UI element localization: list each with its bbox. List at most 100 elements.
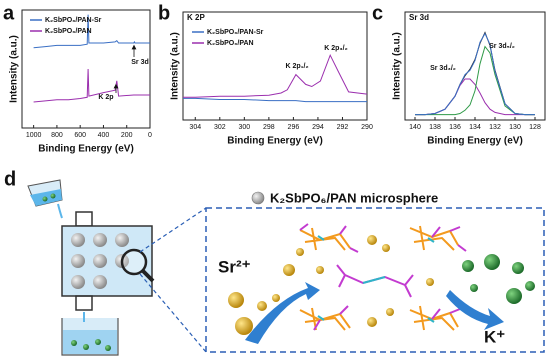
magnifier (120, 207, 207, 353)
annotation: Sr 3d (131, 59, 149, 66)
column-part-part (71, 254, 85, 268)
pouring-beaker (27, 179, 63, 219)
x-tick-label: 138 (429, 124, 441, 131)
annotation: Sr 3d₃/₂ (430, 65, 456, 72)
k-ions-part (484, 254, 500, 270)
column-part-part (71, 275, 85, 289)
sr-ions-part (367, 235, 377, 245)
crystal-structure-part (336, 264, 414, 298)
collecting-beaker-part (83, 344, 89, 350)
k-ions (462, 254, 535, 304)
column-part-part (71, 233, 85, 247)
k-ions-part (512, 262, 524, 274)
collecting-beaker-part (95, 339, 101, 345)
k-label: K⁺ (484, 327, 505, 346)
sr-ions-part (382, 244, 390, 252)
x-tick-label: 290 (361, 124, 373, 131)
legend-label: K₂SbPO₆/PAN-Sr (207, 29, 264, 36)
panel-letter: d (4, 168, 16, 190)
plot-frame (21, 9, 151, 129)
sr-ions-part (235, 317, 253, 335)
magnifier-part (139, 273, 207, 353)
crystal-structure-part (313, 305, 349, 331)
panel-letter: a (3, 2, 15, 24)
series-line (415, 78, 535, 116)
microsphere-icon (251, 191, 265, 205)
crystal-structure-part (362, 276, 386, 284)
crystal-structure-part (431, 226, 467, 252)
collecting-beaker-part (71, 340, 77, 346)
sr-ions-part (386, 308, 394, 316)
crystal-structure (299, 223, 467, 331)
sr-ions-part (257, 301, 267, 311)
diagram: d K₂SbPO₆/PAN microsphere (4, 168, 545, 356)
crystal-structure-part (317, 235, 435, 323)
crystal-structure-part (299, 227, 351, 251)
panel-letter: b (158, 2, 170, 24)
legend-label: K₂SbPO₆/PAN (207, 40, 254, 47)
annotation: Sr 3d₅/₂ (489, 43, 515, 50)
column-part (75, 211, 93, 227)
x-tick-label: 400 (98, 132, 110, 139)
series-line (183, 53, 368, 98)
annotation: K 2p₃/₂ (324, 45, 347, 52)
x-tick-label: 292 (337, 124, 349, 131)
x-tick-label: 132 (489, 124, 501, 131)
series-line (415, 45, 535, 116)
x-tick-label: 302 (214, 124, 226, 131)
x-tick-label: 130 (509, 124, 521, 131)
legend-label: K₂SbPO₆/PAN-Sr (45, 17, 102, 24)
pouring-beaker-part (42, 196, 48, 202)
sr-ions (228, 235, 434, 335)
y-axis-label: Intensity (a.u.) (170, 32, 181, 100)
magnifier-part (139, 207, 207, 253)
x-tick-label: 600 (74, 132, 86, 139)
x-tick-label: 200 (121, 132, 133, 139)
sr-ions-part (316, 266, 324, 274)
collecting-beaker (61, 312, 119, 356)
column-part-part (115, 233, 129, 247)
x-tick-label: 140 (409, 124, 421, 131)
x-tick-label: 800 (51, 132, 63, 139)
y-axis-label: Intensity (a.u.) (9, 35, 20, 103)
zoom-box (205, 207, 545, 353)
legend-label: K₂SbPO₆/PAN (45, 28, 92, 35)
sr-ions-part (367, 317, 377, 327)
magnifier-part (120, 248, 148, 276)
panel-title: K 2P (187, 13, 205, 22)
sr-ions-part (272, 294, 280, 302)
x-axis-label: Binding Energy (eV) (38, 144, 134, 155)
column (61, 211, 153, 311)
magnifier-part (141, 269, 155, 283)
series-line (415, 31, 535, 116)
sr-label: Sr²⁺ (218, 257, 251, 276)
x-tick-label: 300 (238, 124, 250, 131)
crystal-structure-part (409, 305, 459, 331)
x-tick-label: 298 (263, 124, 275, 131)
column-part-part (93, 233, 107, 247)
series-line (183, 97, 367, 103)
plot-frame (182, 11, 368, 121)
k-ions-part (525, 281, 535, 291)
x-tick-label: 1000 (26, 132, 42, 139)
crystal-structure-part (431, 308, 461, 320)
x-tick-label: 296 (288, 124, 300, 131)
y-axis-label: Intensity (a.u.) (392, 32, 403, 100)
sr-ions-part (283, 264, 295, 276)
annotation: K 2p₁/₂ (285, 63, 308, 70)
uptake-arrow (245, 282, 320, 344)
collecting-beaker-part (105, 345, 111, 351)
series-line (33, 68, 150, 103)
column-part (75, 295, 93, 311)
series-line (415, 32, 535, 116)
k-ions-part (506, 288, 522, 304)
x-tick-label: 134 (469, 124, 481, 131)
x-axis-label: Binding Energy (eV) (427, 136, 523, 147)
column-part (71, 233, 129, 289)
sr-ions-part (426, 278, 434, 286)
series-line (33, 14, 150, 49)
annotation: K 2p (98, 94, 113, 101)
k-ions-part (470, 284, 478, 292)
